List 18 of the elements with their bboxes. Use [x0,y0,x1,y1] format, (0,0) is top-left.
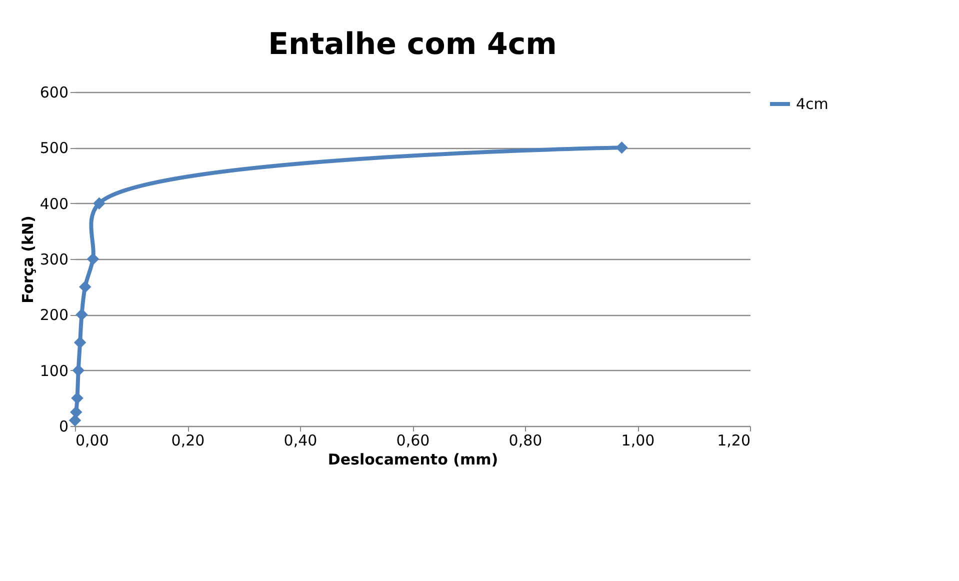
x-tick-label: 0,00 [76,432,109,450]
y-tick-label: 400 [40,194,68,213]
x-tick-label: 0,20 [171,432,205,450]
x-tick-label: 1,00 [621,432,655,450]
y-tick-label: 600 [40,84,68,102]
y-axis-title: Força (kN) [18,216,37,304]
chart-title: Entalhe com 4cm [268,27,557,62]
y-tick-label: 300 [40,250,68,268]
x-tick-label: 1,20 [717,432,750,450]
y-tick-label: 100 [40,362,68,380]
x-tick-label: 0,80 [508,432,542,450]
legend-label: 4cm [796,95,828,113]
y-tick-label: 200 [40,306,68,324]
y-tick-label: 0 [58,418,68,436]
y-tick-label: 500 [40,139,68,158]
x-tick-label: 0,40 [284,432,318,450]
x-axis-title: Deslocamento (mm) [328,450,498,468]
x-tick-label: 0,60 [396,432,430,450]
